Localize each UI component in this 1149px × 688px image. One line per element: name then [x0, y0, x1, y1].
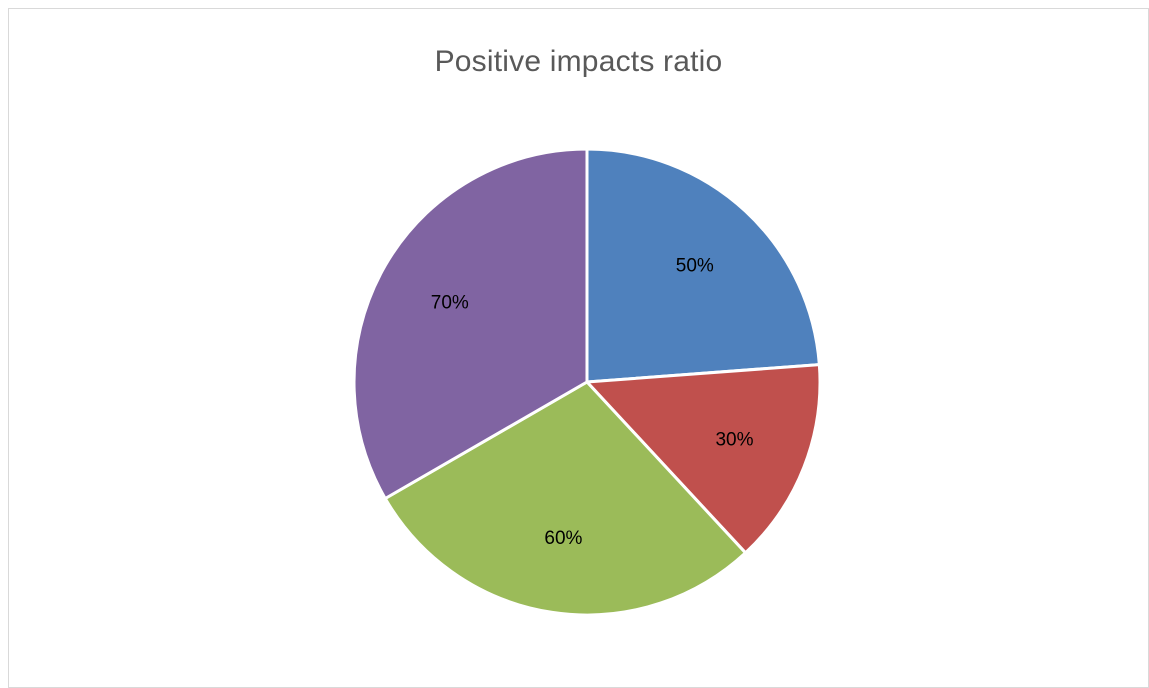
data-label-2: 30%	[715, 429, 753, 450]
data-label-4: 70%	[431, 292, 469, 313]
data-label-3: 60%	[544, 528, 582, 549]
data-label-1: 50%	[676, 255, 714, 276]
